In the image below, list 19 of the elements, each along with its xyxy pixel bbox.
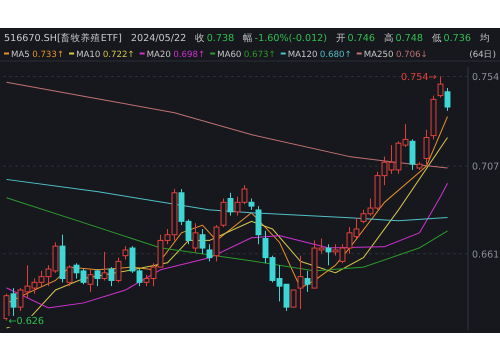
legend-label: MA120 — [288, 50, 318, 60]
text: 0.706↓ — [396, 50, 428, 60]
legend-label: MA60 — [217, 50, 242, 60]
legend-label: MA250 — [364, 50, 394, 60]
text: 0.673↑ — [244, 50, 276, 60]
y-tick-label: 0.707 — [472, 162, 500, 173]
legend-label: MA20 — [146, 50, 171, 60]
legend-label: MA5 — [11, 50, 30, 60]
text: 0.680↑ — [320, 50, 352, 60]
text: 0.722↑ — [102, 50, 135, 60]
header: 516670.SH[畜牧养殖ETF] 2024/05/22 收 0.738 幅-1.60%(-0.012) 开 0.746 高 0.748 低 0.736 均 — [4, 33, 490, 44]
text: 0.698↑ — [173, 50, 206, 60]
legend-label: MA10 — [76, 50, 100, 60]
text: 0.733↑ — [32, 50, 64, 60]
text: (64日) — [469, 50, 496, 60]
y-tick-label: 0.661 — [472, 249, 500, 260]
y-tick-label: 0.754 — [472, 72, 500, 84]
annotation: 0.754→ — [400, 72, 436, 84]
annotation: ←0.626 — [8, 316, 44, 327]
